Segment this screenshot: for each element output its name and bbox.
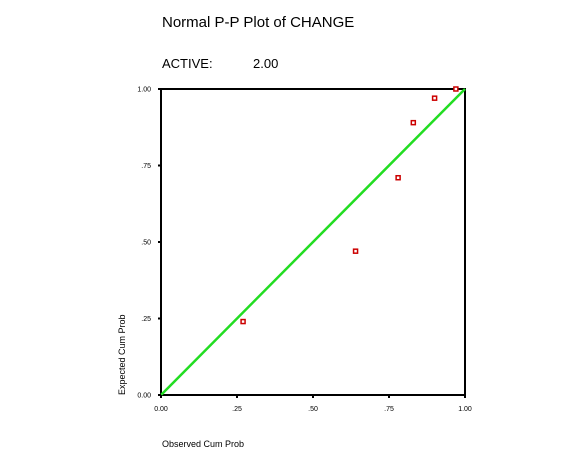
chart-title: Normal P-P Plot of CHANGE	[162, 14, 355, 31]
data-point	[352, 248, 359, 254]
y-tick-label: 0.00	[137, 393, 151, 400]
active-value: 2.00	[253, 56, 279, 71]
data-point	[431, 95, 438, 101]
active-label: ACTIVE:	[162, 56, 213, 71]
y-tick-label: .50	[141, 240, 151, 247]
y-axis-label: Expected Cum Prob	[117, 314, 127, 395]
x-axis-label: Observed Cum Prob	[162, 439, 244, 449]
y-tick-label: .75	[141, 163, 151, 170]
x-tick-label: .25	[232, 406, 242, 413]
reference-line	[160, 88, 466, 396]
x-tick-label: 0.00	[154, 406, 168, 413]
data-point	[395, 174, 401, 181]
x-tick-label: .75	[384, 406, 394, 413]
data-point	[453, 86, 459, 92]
x-tick-label: 1.00	[458, 406, 472, 413]
y-tick-label: .25	[141, 316, 151, 323]
y-tick-label: 1.00	[137, 87, 151, 94]
data-point	[410, 119, 417, 126]
data-point	[240, 318, 246, 325]
x-tick-label: .50	[308, 406, 318, 413]
